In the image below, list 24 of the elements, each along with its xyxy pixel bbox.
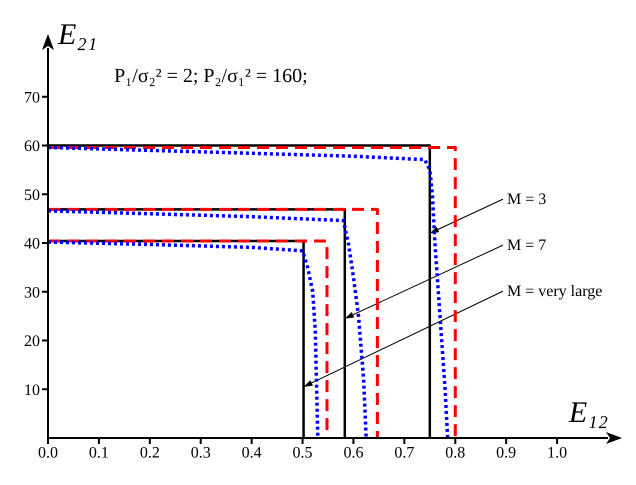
x-tick-label: 0.1 — [88, 444, 109, 462]
y-tick-label: 60 — [24, 138, 40, 156]
x-tick-label: 0.6 — [343, 444, 364, 462]
x-tick-label: 0.4 — [242, 444, 262, 462]
x-tick-label: 0.3 — [190, 444, 211, 462]
x-tick-label: 0.5 — [292, 444, 313, 462]
y-tick-label: 20 — [24, 333, 40, 350]
annotation: M = 3 — [507, 191, 546, 208]
y-tick-label: 10 — [24, 382, 40, 399]
x-axis-title: E₁₂ — [568, 396, 608, 429]
x-tick-label: 0.9 — [496, 444, 516, 462]
x-tick-label: 1.0 — [547, 444, 568, 462]
y-tick-label: 50 — [24, 186, 40, 204]
x-tick-label: 0.8 — [445, 444, 466, 462]
y-tick-label: 70 — [24, 89, 40, 106]
annotation: M = 7 — [507, 237, 546, 254]
x-tick-label: 0.7 — [394, 444, 414, 462]
y-axis-title: E₂₁ — [57, 18, 98, 51]
x-tick-label: 0.0 — [38, 444, 58, 462]
y-tick-label: 40 — [24, 236, 40, 253]
text: P₁/σ₂² = 2; P₂/σ₁² = 160; — [114, 65, 308, 88]
x-tick-label: 0.2 — [140, 444, 160, 462]
annotation: M = very large — [507, 283, 602, 300]
y-tick-label: 30 — [24, 284, 40, 302]
